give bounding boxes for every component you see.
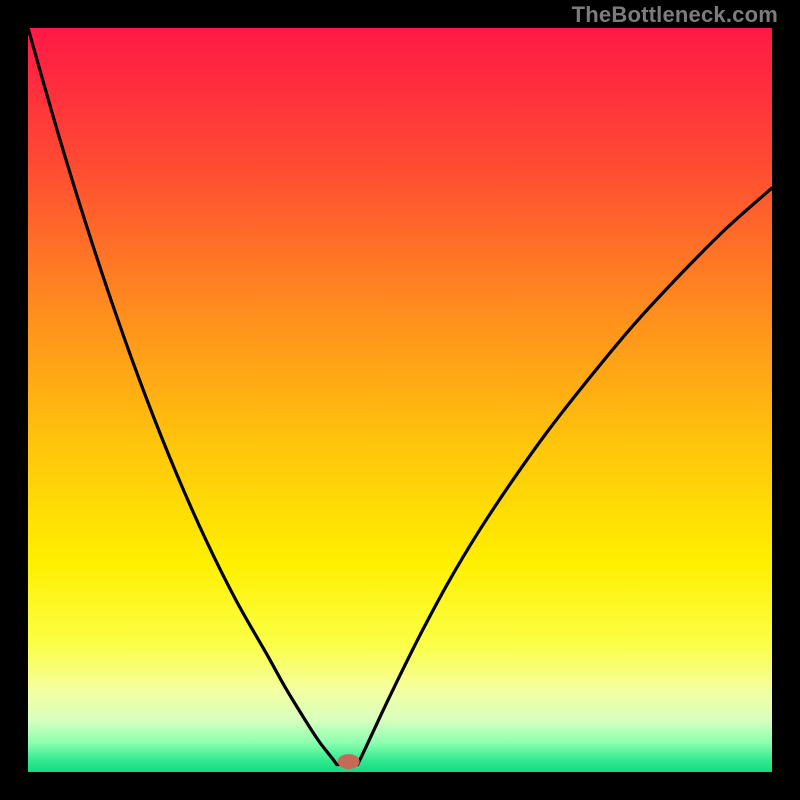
gradient-background xyxy=(28,28,772,772)
watermark-text: TheBottleneck.com xyxy=(572,2,778,28)
heatmap-chart xyxy=(0,0,800,800)
chart-stage: { "watermark": { "text": "TheBottleneck.… xyxy=(0,0,800,800)
minimum-marker xyxy=(338,754,360,769)
